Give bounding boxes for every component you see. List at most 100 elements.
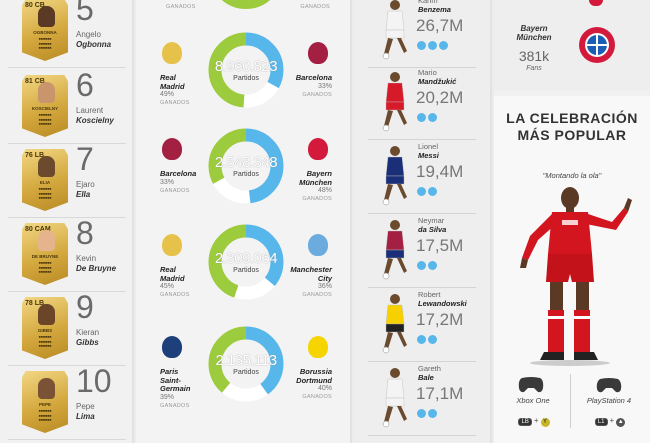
- fan-dots: [417, 405, 439, 418]
- player-row: 78 LB GIBBS ■■■■■■ ■■■■■■ ■■■■■■ 9 Kieran Gibbs: [0, 289, 132, 366]
- player-last-name: Ogbonna: [76, 40, 112, 49]
- left-team-name-line: Saint-: [160, 375, 181, 385]
- match-donut: [208, 32, 284, 108]
- player-first-name: Angelo: [76, 30, 101, 39]
- top-partial-donut: [221, 0, 271, 9]
- left-team-pct: 49%: [160, 91, 175, 98]
- fan-player-last-name: Messi: [418, 151, 439, 160]
- fan-count: 17,1M: [416, 384, 464, 403]
- match-total: 8.960.823: [214, 58, 278, 75]
- row-divider: [8, 67, 126, 68]
- player-face: [38, 378, 55, 399]
- fan-player-first-name: Gareth: [418, 364, 441, 373]
- player-last-name: De Bruyne: [76, 264, 117, 273]
- fan-dot: [417, 335, 426, 344]
- right-team-crest-icon: [308, 138, 328, 160]
- donut-left-win-segment: [208, 32, 284, 108]
- left-team-won-label: GANADOS: [160, 292, 190, 298]
- fan-player-last-name: Benzema: [418, 5, 451, 14]
- celebration-title-line-2: MÁS POPULAR: [517, 127, 627, 143]
- l1-key: L1: [594, 418, 608, 426]
- fan-row: Neymar da Silva 17,5M: [354, 214, 490, 288]
- fan-dot: [428, 113, 437, 122]
- right-team-name-line: Dortmund: [296, 375, 332, 385]
- bayern-crest-icon: [579, 27, 615, 63]
- row-divider: [368, 67, 476, 68]
- fan-count: 26,7M: [416, 16, 464, 35]
- player-row: PEPE ■■■■■■ ■■■■■■ ■■■■■■ 10 Pepe Lima: [0, 363, 132, 440]
- match-unit: Partidos: [233, 369, 259, 376]
- left-team-name-line: Barcelona: [160, 169, 197, 178]
- row-divider: [368, 213, 476, 214]
- fan-dot: [428, 187, 437, 196]
- bayern-fans-box: Bayern München 381k Fans: [494, 0, 650, 90]
- right-team-won-label: GANADOS: [302, 394, 332, 400]
- card-stats: ■■■■■■ ■■■■■■ ■■■■■■: [38, 409, 52, 422]
- fan-row: Lionel Messi 19,4M: [354, 140, 490, 214]
- match-row: 2.548.348 Partidos Barcelona 33% GANADOS Baye…: [136, 128, 350, 228]
- player-figure: [382, 294, 407, 354]
- fan-row: Robert Lewandowski 17,2M: [354, 288, 490, 362]
- player-card: 76 LB ELIA ■■■■■■ ■■■■■■ ■■■■■■: [22, 149, 68, 211]
- player-first-name: Kieran: [76, 328, 100, 337]
- left-team-pct: 45%: [160, 283, 175, 290]
- fan-count: 17,5M: [416, 236, 464, 255]
- playstation-controller-icon: [596, 378, 622, 393]
- match-total: 2.548.348: [214, 154, 278, 171]
- player-face: [38, 6, 55, 27]
- left-team-name-line: Paris: [160, 367, 179, 376]
- combo-plus: +: [533, 416, 539, 425]
- left-team-pct: 33%: [160, 178, 175, 186]
- player-rank: 8: [76, 215, 94, 251]
- donut-left-win-segment: [208, 326, 284, 402]
- player-rank: 6: [76, 67, 94, 103]
- fan-dot: [428, 41, 437, 50]
- fan-count: 19,4M: [416, 162, 464, 181]
- fan-dots: [417, 183, 439, 196]
- bayern-fans-label: Fans: [526, 65, 542, 72]
- right-team-name-line: München: [299, 177, 332, 187]
- fan-dot: [439, 41, 448, 50]
- player-face: [38, 82, 55, 103]
- player-rank: 9: [76, 289, 94, 325]
- match-donut: [208, 326, 284, 402]
- player-face: [38, 230, 55, 251]
- fan-dot: [428, 261, 437, 270]
- card-name: GIBBS: [37, 328, 53, 333]
- player-card: 81 CB KOSCIELNY ■■■■■■ ■■■■■■ ■■■■■■: [22, 75, 68, 137]
- player-last-name: Gibbs: [76, 338, 99, 347]
- right-team-crest-icon: [308, 336, 328, 358]
- fan-player-first-name: Mario: [418, 68, 437, 77]
- left-team-crest-icon: [162, 336, 182, 358]
- left-team-crest-icon: [162, 42, 182, 64]
- donut-hole: [224, 342, 268, 386]
- row-divider: [368, 139, 476, 140]
- card-name: OGBONNA: [33, 30, 57, 35]
- row-divider: [368, 435, 476, 436]
- player-rank: 10: [76, 363, 112, 399]
- liverpool-player-figure: [520, 187, 632, 366]
- card-name: KOSCIELNY: [31, 106, 59, 111]
- player-row: 76 LB ELIA ■■■■■■ ■■■■■■ ■■■■■■ 7 Ejaro Ella: [0, 142, 132, 218]
- fan-dots: [417, 331, 439, 344]
- player-row: 80 CB OGBONNA ■■■■■■ ■■■■■■ ■■■■■■ 5 Angelo Ogb…: [0, 0, 132, 68]
- player-figure: [382, 368, 407, 428]
- y-button-icon: Y: [540, 418, 550, 427]
- controllers-divider: [570, 374, 571, 428]
- right-team-crest-icon: [308, 234, 328, 256]
- left-team-name: Real Madrid: [160, 73, 185, 91]
- player-face: [38, 156, 55, 177]
- combo-plus: +: [609, 416, 615, 425]
- left-team-name-line: Real: [160, 73, 176, 82]
- right-team-name: Manchester City: [290, 265, 332, 283]
- player-ranking-panel: 80 CB OGBONNA ■■■■■■ ■■■■■■ ■■■■■■ 5 Angelo Ogb…: [0, 0, 134, 443]
- bayern-name: Bayern München: [508, 24, 560, 42]
- fan-dots: [417, 257, 439, 270]
- card-stats: ■■■■■■ ■■■■■■ ■■■■■■: [38, 187, 52, 200]
- fan-player-first-name: Karim: [418, 0, 438, 5]
- donut-left-win-segment: [208, 224, 284, 300]
- row-divider: [368, 361, 476, 362]
- left-team-name-line: Madrid: [160, 273, 185, 283]
- bayern-name-line-1: Bayern: [520, 24, 548, 33]
- right-panel: Bayern München 381k Fans LA CELEBRACIÓN …: [494, 0, 650, 443]
